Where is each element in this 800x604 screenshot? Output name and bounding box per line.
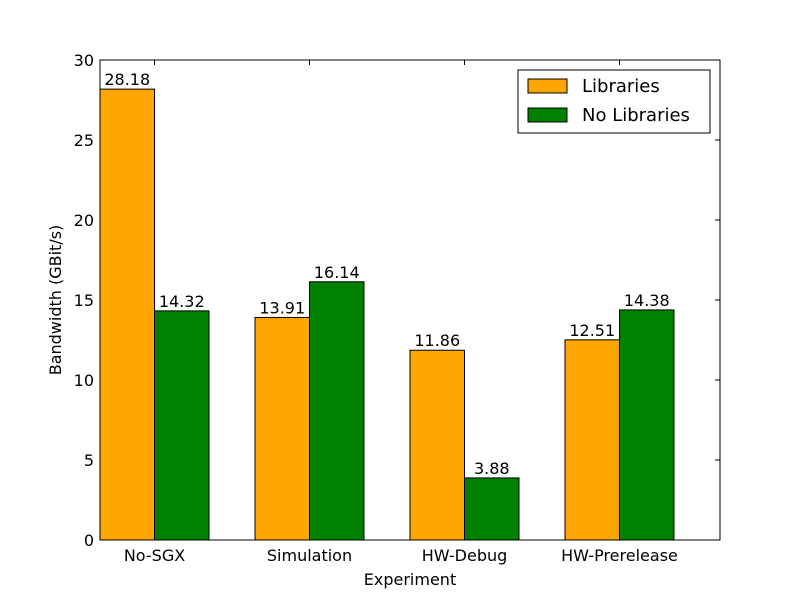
- y-tick-label: 20: [74, 211, 94, 230]
- data-label: 11.86: [414, 331, 460, 350]
- x-tick-label: HW-Debug: [422, 546, 508, 565]
- bar-no-libraries: [154, 310, 210, 541]
- y-tick-label: 10: [74, 371, 94, 390]
- x-axis-label: Experiment: [364, 570, 456, 589]
- x-tick-label: HW-Prerelease: [561, 546, 678, 565]
- y-tick-label: 15: [74, 291, 94, 310]
- x-tick-label: Simulation: [267, 546, 352, 565]
- bar-no-libraries: [309, 281, 365, 541]
- y-tick-label: 25: [74, 131, 94, 150]
- data-label: 3.88: [474, 459, 510, 478]
- bar-no-libraries: [619, 309, 675, 541]
- legend-label-no-libraries: No Libraries: [582, 105, 690, 126]
- plot-area-frame: [99, 59, 721, 541]
- legend-label-libraries: Libraries: [582, 76, 660, 97]
- bars: [99, 88, 675, 541]
- y-tick-label: 5: [84, 451, 94, 470]
- axis-ticks: 0 5 10 15 20 25 30 No-SGX Simulation HW-Debug HW-P…: [74, 51, 720, 565]
- y-tick-label: 0: [84, 531, 94, 550]
- legend-swatch-no-libraries: [527, 107, 568, 123]
- data-label: 28.18: [104, 70, 150, 89]
- y-tick-label: 30: [74, 51, 94, 70]
- data-label: 13.91: [259, 298, 305, 317]
- y-axis-label: Bandwidth (GBit/s): [46, 225, 65, 376]
- bar-no-libraries: [464, 477, 520, 541]
- data-label: 14.38: [624, 291, 670, 310]
- bar-libraries: [99, 88, 155, 541]
- data-label: 16.14: [314, 263, 360, 282]
- bar-libraries: [254, 316, 310, 541]
- bar-libraries: [409, 349, 465, 541]
- data-label: 12.51: [569, 321, 615, 340]
- legend-swatch-libraries: [527, 78, 568, 94]
- x-tick-label: No-SGX: [124, 546, 185, 565]
- legend: Libraries No Libraries: [517, 69, 711, 134]
- bar-libraries: [564, 339, 620, 541]
- data-labels: 28.18 14.32 13.91 16.14 11.86 3.88 12.51 14.38: [104, 70, 669, 478]
- data-label: 14.32: [159, 292, 205, 311]
